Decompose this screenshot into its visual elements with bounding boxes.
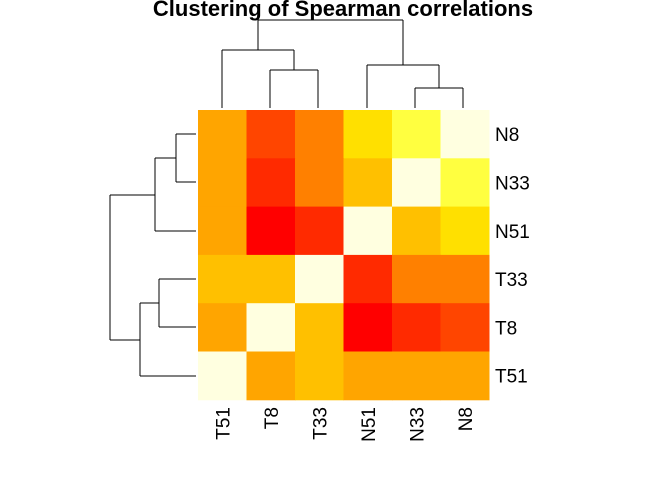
row-label: T33 <box>495 270 528 291</box>
heatmap-cell <box>246 206 296 256</box>
column-label: N51 <box>359 407 380 442</box>
heatmap-cell <box>295 110 344 159</box>
heatmap-cell <box>343 351 393 401</box>
heatmap-cell <box>392 110 441 159</box>
chart-title: Clustering of Spearman correlations <box>153 0 533 21</box>
heatmap-cell <box>343 110 393 159</box>
heatmap-cell <box>246 351 296 401</box>
heatmap-cell <box>392 351 441 401</box>
heatmap-cell <box>392 254 441 304</box>
heatmap-cell <box>246 158 296 208</box>
heatmap-cell <box>246 254 296 304</box>
heatmap-cell <box>392 303 441 352</box>
heatmap-cell <box>392 158 441 208</box>
column-label: N8 <box>456 407 477 431</box>
heatmap-cell <box>246 303 296 352</box>
heatmap-cell <box>246 110 296 159</box>
heatmap-cell <box>343 254 393 304</box>
row-label: N8 <box>495 125 519 146</box>
heatmap-cell <box>198 158 247 208</box>
column-dendrogram <box>221 19 464 108</box>
row-labels: N8 N33 N51 T33 T8 T51 <box>495 125 530 388</box>
row-label: N51 <box>495 222 530 243</box>
heatmap-cell <box>440 303 490 352</box>
heatmap-cell <box>295 158 344 208</box>
heatmap-cell <box>295 351 344 401</box>
heatmap-cell <box>198 303 247 352</box>
row-label: T8 <box>495 318 517 339</box>
column-label: N33 <box>407 407 428 442</box>
row-label: N33 <box>495 173 530 194</box>
heatmap-cell <box>198 254 247 304</box>
column-label: T51 <box>213 407 234 440</box>
heatmap-cell <box>343 206 393 256</box>
heatmap-cell <box>343 303 393 352</box>
heatmap-cell <box>198 110 247 159</box>
heatmap-cell <box>295 303 344 352</box>
heatmap-cell <box>440 158 490 208</box>
column-label: T33 <box>310 407 331 440</box>
heatmap-cell <box>440 110 490 159</box>
row-label: T51 <box>495 367 528 388</box>
column-label: T8 <box>262 407 283 429</box>
heatmap-cell <box>440 351 490 401</box>
heatmap-cell <box>198 351 247 401</box>
heatmap-cell <box>295 254 344 304</box>
heatmap-cell <box>343 158 393 208</box>
row-dendrogram <box>109 133 196 377</box>
column-labels: T51 T8 T33 N51 N33 N8 <box>213 407 477 442</box>
heatmap-cell <box>198 206 247 256</box>
heatmap-cell <box>392 206 441 256</box>
heatmap-cell <box>440 206 490 256</box>
heatmap-cell <box>440 254 490 304</box>
heatmap-cells <box>198 110 490 401</box>
heatmap-cell <box>295 206 344 256</box>
